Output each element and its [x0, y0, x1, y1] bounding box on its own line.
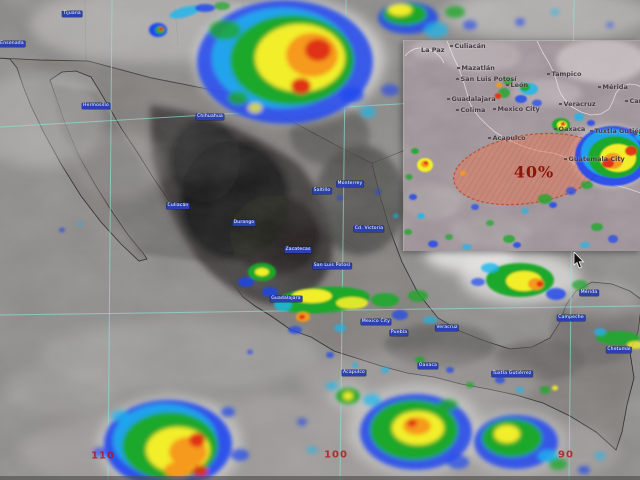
- map-label: Campeche: [557, 315, 585, 321]
- mouse-cursor-icon: [573, 252, 585, 269]
- storm-cell: [197, 0, 399, 124]
- inset-satellite-image: [404, 41, 640, 251]
- map-label: Tuxtla Gutiérrez: [491, 371, 533, 377]
- us-mexico-border: [0, 57, 373, 164]
- map-label: 100: [324, 449, 348, 461]
- map-label: Oaxaca: [417, 363, 439, 369]
- map-label: Saltillo: [312, 188, 332, 194]
- tropical-outlook-inset: La Paz Culiacán Mazatlán San Luis Potosí Tam…: [403, 40, 640, 251]
- map-label: Culiacán: [166, 203, 190, 209]
- map-label: 90: [558, 449, 574, 461]
- inset-radar-overlay: [404, 77, 640, 250]
- probability-percent-label: 40%: [513, 162, 555, 182]
- map-label: Cd. Victoria: [353, 226, 385, 232]
- map-label: Chetumal: [606, 347, 632, 353]
- storm-cell: [149, 2, 230, 37]
- map-label: Chihuahua: [196, 114, 224, 120]
- map-label: Ensenada: [0, 41, 25, 47]
- map-label: San Luis Potosí: [312, 263, 352, 269]
- storm-cell: [297, 382, 472, 470]
- map-label: Mexico City: [360, 319, 392, 325]
- gulf-of-california: [52, 84, 210, 264]
- map-label: Veracruz: [435, 325, 459, 331]
- map-label: Zacatecas: [284, 247, 312, 253]
- map-label: 110: [91, 450, 115, 462]
- map-label: Monterrey: [336, 181, 364, 187]
- map-label: Guadalajara: [270, 296, 302, 302]
- bottom-edge: [0, 476, 640, 480]
- map-label: Tijuana: [62, 11, 82, 17]
- map-label: Acapulco: [341, 370, 367, 376]
- storm-cell: [378, 2, 614, 38]
- storm-cell: [93, 400, 249, 480]
- storm-cell: [471, 263, 640, 349]
- map-label: Mérida: [579, 290, 599, 296]
- map-label: Hermosillo: [82, 103, 110, 109]
- probability-area: [453, 132, 605, 206]
- state-borders: [84, 0, 361, 251]
- storm-cell: [474, 415, 605, 474]
- storm-band: [238, 263, 437, 334]
- map-label: Puebla: [389, 330, 409, 336]
- map-label: Durango: [232, 220, 256, 226]
